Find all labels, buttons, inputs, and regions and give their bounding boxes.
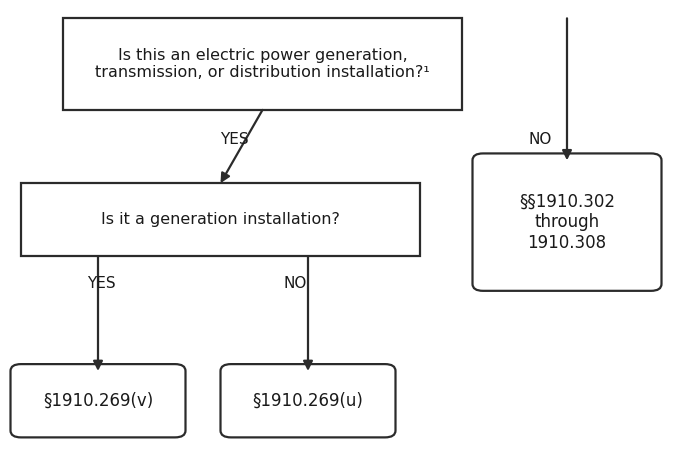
FancyBboxPatch shape: [10, 364, 186, 437]
FancyBboxPatch shape: [220, 364, 396, 437]
FancyBboxPatch shape: [473, 153, 662, 291]
Text: NO: NO: [528, 132, 552, 147]
Text: YES: YES: [220, 132, 249, 147]
Text: §1910.269(u): §1910.269(u): [253, 392, 363, 410]
Text: Is this an electric power generation,
transmission, or distribution installation: Is this an electric power generation, tr…: [95, 48, 430, 80]
Text: YES: YES: [88, 277, 116, 291]
FancyBboxPatch shape: [63, 18, 462, 110]
Text: NO: NO: [284, 277, 307, 291]
Text: §§1910.302
through
1910.308: §§1910.302 through 1910.308: [519, 192, 615, 252]
FancyBboxPatch shape: [21, 183, 420, 256]
Text: Is it a generation installation?: Is it a generation installation?: [101, 213, 340, 227]
Text: §1910.269(v): §1910.269(v): [43, 392, 153, 410]
